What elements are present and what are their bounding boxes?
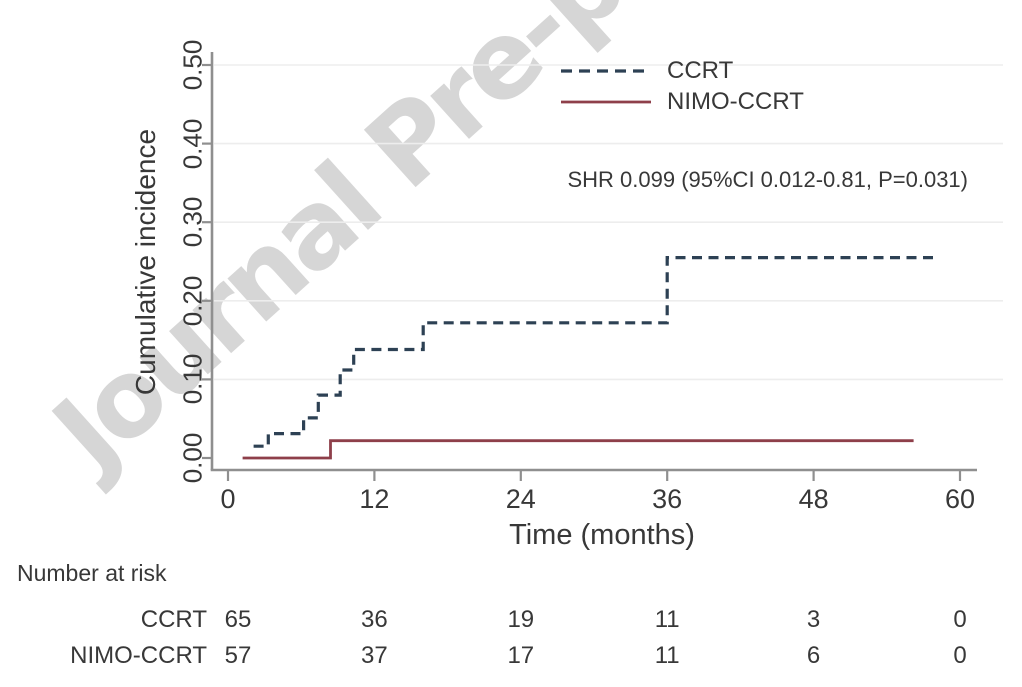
x-tick-label: 0 <box>220 484 236 514</box>
shr-annotation: SHR 0.099 (95%CI 0.012-0.81, P=0.031) <box>567 167 968 192</box>
x-tick-label: 24 <box>505 484 536 514</box>
risk-row-label-nimo-ccrt: NIMO-CCRT <box>70 642 207 669</box>
nimo-ccrt-solid-line-sample <box>561 100 651 103</box>
y-tick-label: 0.40 <box>177 118 208 169</box>
x-tick-label: 36 <box>652 484 683 514</box>
risk-count: 57 <box>224 642 252 669</box>
x-axis-title: Time (months) <box>509 519 695 551</box>
risk-table-title: Number at risk <box>17 560 167 586</box>
risk-count: 11 <box>654 606 680 633</box>
legend-item-ccrt: CCRT <box>560 55 804 86</box>
y-tick-label: 0.30 <box>177 196 208 248</box>
legend-label-ccrt: CCRT <box>667 56 734 84</box>
y-tick-label: 0.00 <box>177 432 208 484</box>
curve-ccrt <box>253 256 934 448</box>
ccrt-dashed-line-sample <box>561 68 651 73</box>
risk-count: 37 <box>361 642 388 669</box>
legend-item-nimo-ccrt: NIMO-CCRT <box>560 86 804 117</box>
risk-count: 36 <box>361 606 388 633</box>
legend: CCRT NIMO-CCRT <box>560 55 804 117</box>
y-axis-title: Cumulative incidence <box>130 128 161 396</box>
risk-count: 0 <box>953 606 967 633</box>
risk-count: 17 <box>507 642 535 669</box>
x-tick-label: 48 <box>798 484 829 514</box>
risk-count: 3 <box>806 606 821 633</box>
y-tick-label: 0.50 <box>177 39 208 91</box>
risk-row-label-ccrt: CCRT <box>140 606 207 633</box>
risk-count: 6 <box>806 642 821 669</box>
risk-count: 19 <box>507 606 535 633</box>
y-tick-label: 0.10 <box>177 354 208 405</box>
x-tick-label: 12 <box>359 484 390 514</box>
risk-count: 65 <box>224 606 252 633</box>
risk-count: 11 <box>654 642 680 669</box>
y-tick-label: 0.20 <box>177 275 208 327</box>
x-tick-label: 60 <box>944 484 976 514</box>
curve-nimo-ccrt <box>242 439 914 460</box>
legend-label-nimo-ccrt: NIMO-CCRT <box>667 87 804 115</box>
risk-count: 0 <box>953 642 967 669</box>
